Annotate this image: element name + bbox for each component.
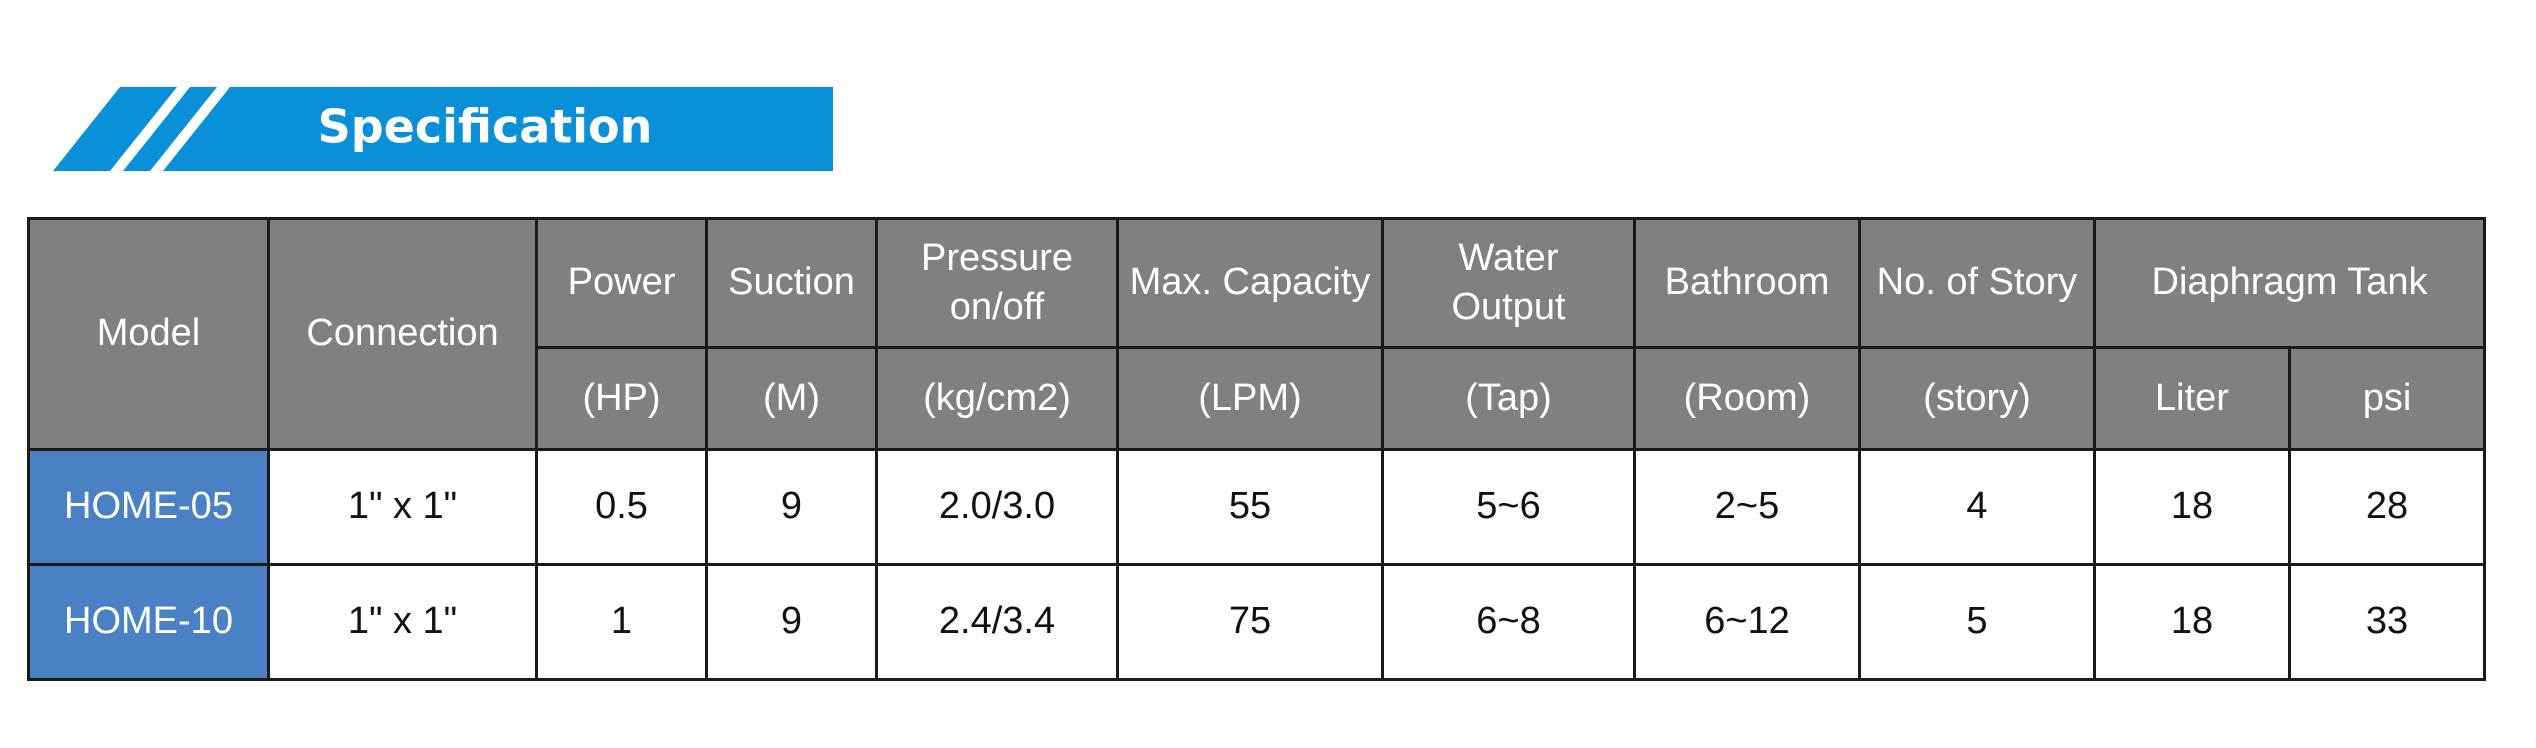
data-cell: 4 — [1858, 448, 2096, 566]
data-cell: 0.5 — [535, 448, 708, 566]
header-cell: Bathroom — [1633, 217, 1861, 349]
header-cell: Pressure on/off — [875, 217, 1119, 349]
title: Specification — [318, 100, 653, 154]
banner-stripe — [150, 87, 230, 171]
header-cell: Model — [27, 217, 270, 451]
header-row: Model Connection Power Suction Pressure on/o… — [27, 217, 2487, 451]
data-cell: 9 — [705, 563, 878, 681]
unit-cell: (Room) — [1633, 346, 1861, 451]
unit-cell: (story) — [1858, 346, 2096, 451]
unit-cell: psi — [2287, 346, 2487, 451]
unit-cell: (LPM) — [1116, 346, 1384, 451]
header-cell: Diaphragm Tank — [2092, 217, 2487, 349]
data-cell: 1 — [535, 563, 708, 681]
banner-stripe — [110, 87, 190, 171]
model-cell: HOME-10 — [27, 563, 270, 681]
header-cell: No. of Story — [1858, 217, 2096, 349]
data-cell: 5 — [1858, 563, 2096, 681]
data-cell: 2~5 — [1633, 448, 1861, 566]
header-cell: Max. Capacity — [1116, 217, 1384, 349]
unit-cell: Liter — [2093, 346, 2291, 451]
header-cell: Suction — [705, 217, 878, 349]
data-row: HOME-10 1" x 1" 1 9 2.4/3.4 75 6~8 6~12 5 18 33 — [27, 563, 2487, 681]
model-cell: HOME-05 — [27, 448, 270, 566]
unit-cell: (kg/cm2) — [875, 346, 1119, 451]
data-cell: 6~8 — [1381, 563, 1636, 681]
header-cell: Connection — [267, 217, 538, 451]
data-cell: 28 — [2287, 448, 2487, 566]
data-cell: 1" x 1" — [267, 563, 538, 681]
unit-cell: (HP) — [535, 346, 708, 451]
data-cell: 33 — [2287, 563, 2487, 681]
data-cell: 55 — [1116, 448, 1384, 566]
data-cell: 75 — [1116, 563, 1384, 681]
data-row: HOME-05 1" x 1" 0.5 9 2.0/3.0 55 5~6 2~5 4 18 28 — [27, 448, 2487, 566]
table-body: Model Connection Power Suction Pressure on/o… — [27, 217, 2487, 681]
data-cell: 5~6 — [1381, 448, 1636, 566]
data-cell: 18 — [2093, 448, 2291, 566]
data-cell: 9 — [705, 448, 878, 566]
data-cell: 2.4/3.4 — [875, 563, 1119, 681]
data-cell: 18 — [2093, 563, 2291, 681]
header-cell: Power — [535, 217, 708, 349]
data-cell: 1" x 1" — [267, 448, 538, 566]
unit-cell: (Tap) — [1381, 346, 1636, 451]
spec-table: Model Connection Power Suction Pressure on/o… — [27, 217, 2487, 681]
header-row: (HP) (M) (kg/cm2) (LPM) (Tap) (Room) (story) Li… — [29, 346, 2487, 451]
header-cell: Water Output — [1381, 217, 1636, 349]
unit-cell: (M) — [705, 346, 878, 451]
data-cell: 6~12 — [1633, 563, 1861, 681]
banner-bg — [53, 87, 833, 171]
banner: Specification — [53, 87, 833, 171]
data-cell: 2.0/3.0 — [875, 448, 1119, 566]
